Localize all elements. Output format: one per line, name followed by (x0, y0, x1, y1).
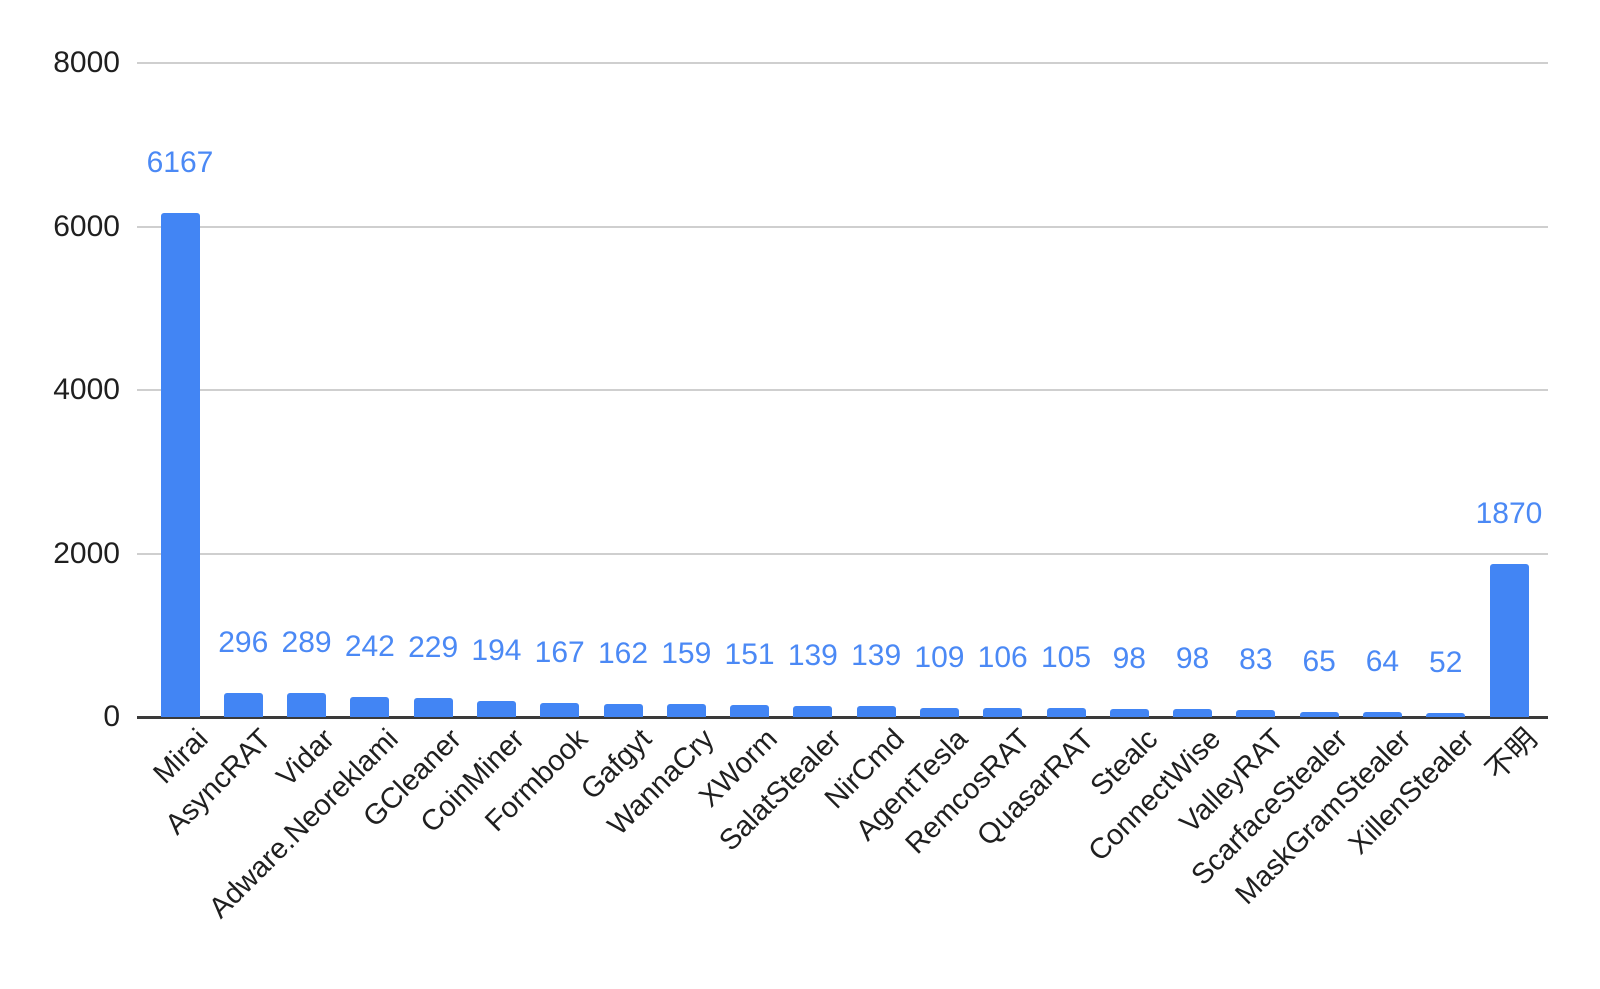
bar-value-label: 6167 (146, 146, 214, 180)
bar-value-label: 105 (1040, 641, 1092, 675)
bar-NirCmd (856, 705, 896, 717)
bar-value-label: 106 (977, 641, 1028, 675)
bar-value-label: 139 (851, 638, 902, 672)
bar-value-label: 1870 (1475, 497, 1543, 531)
bar-value-label: 167 (534, 636, 585, 670)
bar-value-label: 242 (344, 630, 395, 664)
bar-value-label: 289 (281, 626, 332, 660)
bar-QuasarRAT (1046, 708, 1086, 717)
bar-不明 (1489, 564, 1529, 717)
bar-Gafgyt (603, 703, 643, 717)
bar-value-label: 194 (471, 634, 522, 668)
bar-ValleyRAT (1236, 710, 1276, 717)
bar-AsyncRAT (223, 692, 263, 717)
bar-CoinMiner (476, 701, 516, 717)
bar-AgentTesla (919, 708, 959, 717)
bar-SalatStealer (793, 705, 833, 717)
bar-value-label: 64 (1365, 644, 1400, 678)
bar-ConnectWise (1173, 708, 1213, 717)
bar-value-label: 151 (724, 637, 775, 671)
y-axis-tick-label: 4000 (53, 373, 120, 407)
bar-value-label: 162 (597, 636, 649, 670)
bar-GCleaner (413, 698, 453, 717)
bar-Formbook (540, 703, 580, 717)
y-axis-tick-label: 0 (103, 700, 120, 733)
y-axis-tick-label: 8000 (53, 46, 120, 80)
bar-XillenStealer (1426, 712, 1466, 717)
bar-Stealc (1109, 708, 1149, 717)
bar-value-label: 98 (1175, 641, 1210, 675)
gridline (137, 552, 1548, 555)
bar-value-label: 229 (408, 631, 459, 665)
bar-XWorm (730, 704, 770, 717)
bar-value-label: 65 (1302, 644, 1336, 678)
bar-value-label: 83 (1239, 643, 1273, 677)
bar-ScarfaceStealer (1299, 711, 1339, 717)
y-axis-tick-label: 6000 (53, 209, 120, 243)
gridline (137, 225, 1548, 228)
bar-value-label: 109 (914, 641, 965, 675)
bar-value-label: 296 (218, 625, 269, 659)
bar-WannaCry (666, 704, 706, 717)
y-axis-tick-label: 2000 (53, 536, 120, 570)
bar-value-label: 52 (1429, 645, 1463, 679)
bar-value-label: 98 (1112, 641, 1146, 675)
bar-RemcosRAT (983, 708, 1023, 717)
bar-value-label: 139 (787, 638, 838, 672)
x-axis-baseline (137, 715, 1548, 719)
bar-Vidar (287, 693, 327, 717)
bar-MaskGramStealer (1362, 711, 1402, 717)
bar-value-label: 159 (661, 637, 712, 670)
bar-Mirai (160, 213, 200, 717)
gridline (137, 62, 1548, 65)
gridline (137, 389, 1548, 392)
bar-Adware.Neoreklami (350, 697, 390, 717)
